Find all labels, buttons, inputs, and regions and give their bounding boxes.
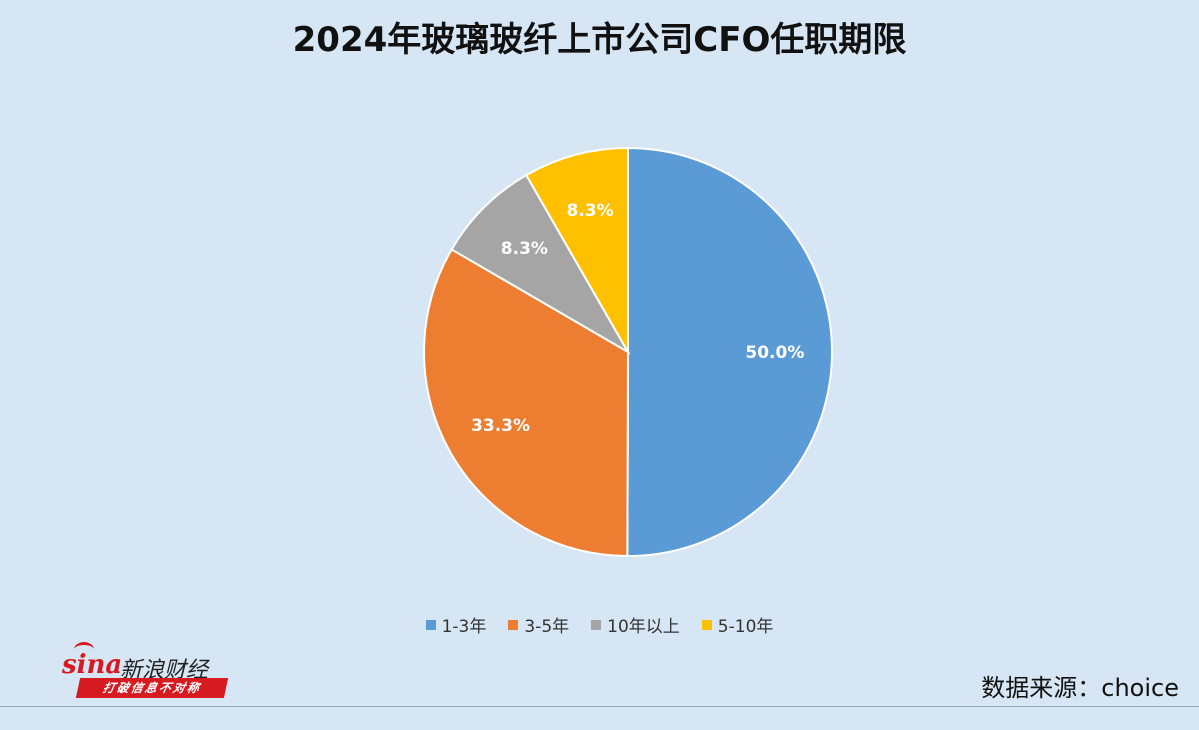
- pie-slice-2: [423, 248, 630, 558]
- legend-item-3: 10年以上: [591, 612, 680, 637]
- logo-text: sina: [62, 650, 123, 680]
- chart-legend: 1-3年 3-5年 10年以上 5-10年: [0, 612, 1199, 637]
- slice-label-3: 8.3%: [501, 239, 548, 259]
- slice-label-1: 50.0%: [745, 343, 804, 363]
- slice-label-4: 8.3%: [567, 201, 614, 221]
- legend-label: 3-5年: [524, 617, 570, 637]
- logo-slogan: 打破信息不对称: [75, 678, 229, 698]
- slice-label-2: 33.3%: [471, 416, 530, 436]
- legend-swatch: [425, 619, 436, 630]
- pie-chart: 50.0% 33.3% 8.3% 8.3%: [423, 146, 833, 558]
- data-source: 数据来源：choice: [981, 674, 1179, 702]
- legend-label: 1-3年: [441, 617, 487, 637]
- legend-label: 10年以上: [607, 617, 680, 637]
- legend-swatch: [701, 619, 712, 630]
- chart-title: 2024年玻璃玻纤上市公司CFO任职期限: [292, 20, 907, 60]
- bottom-divider: [0, 706, 1199, 707]
- sina-finance-logo: sina 新浪财经 打破信息不对称: [62, 642, 232, 700]
- legend-item-2: 3-5年: [508, 612, 569, 637]
- sina-eye-icon: [74, 642, 94, 657]
- pie-slice-4: [524, 146, 629, 356]
- legend-label: 5-10年: [717, 617, 774, 637]
- legend-item-1: 1-3年: [425, 612, 487, 637]
- legend-item-4: 5-10年: [701, 612, 774, 637]
- legend-swatch: [508, 619, 519, 630]
- pie-slice-3: [450, 173, 631, 355]
- pie-slice-1: [626, 146, 833, 557]
- legend-swatch: [591, 619, 602, 630]
